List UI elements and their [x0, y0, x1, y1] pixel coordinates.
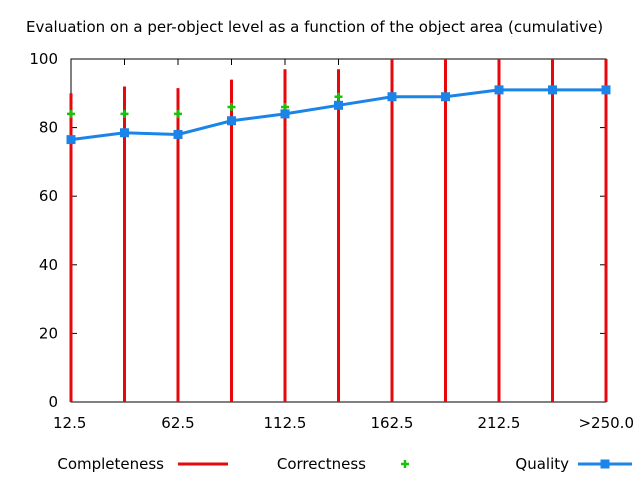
correctness-point: [174, 109, 182, 118]
correctness-point: [334, 92, 343, 101]
quality-point: [387, 92, 397, 102]
correctness-point: [120, 109, 129, 118]
legend-swatch-correctness: [401, 460, 409, 468]
y-tick-label: 0: [48, 393, 58, 411]
quality-point: [173, 129, 183, 139]
quality-point: [548, 85, 557, 95]
legend-swatch-quality-point: [600, 459, 610, 469]
y-axis-ticks: 0 20 40 60 80 100: [29, 50, 606, 411]
y-tick-label: 80: [39, 119, 58, 137]
quality-point: [601, 85, 611, 95]
quality-point: [66, 135, 76, 145]
correctness-point: [227, 103, 236, 112]
quality-point: [494, 85, 504, 95]
legend: Completeness Correctness Quality: [57, 455, 632, 473]
chart-title: Evaluation on a per-object level as a fu…: [26, 18, 603, 36]
x-axis-ticks: 12.5 62.5 112.5 162.5 212.5 >250.0: [53, 59, 634, 432]
x-tick-label: 162.5: [371, 414, 414, 432]
y-tick-label: 60: [39, 187, 58, 205]
legend-label: Correctness: [277, 455, 366, 473]
plot-marks: [66, 59, 611, 402]
x-tick-label: 112.5: [264, 414, 307, 432]
legend-label: Completeness: [57, 455, 164, 473]
legend-label: Quality: [515, 455, 569, 473]
x-tick-label: >250.0: [578, 414, 634, 432]
quality-point: [280, 109, 290, 119]
quality-point: [441, 92, 450, 102]
quality-point: [334, 100, 343, 110]
y-tick-label: 100: [29, 50, 58, 68]
quality-point: [227, 116, 236, 126]
y-tick-label: 40: [39, 256, 58, 274]
y-tick-label: 20: [39, 324, 58, 342]
quality-point: [120, 128, 129, 138]
x-tick-label: 12.5: [53, 414, 86, 432]
correctness-point: [67, 109, 75, 118]
x-tick-label: 212.5: [478, 414, 521, 432]
x-tick-label: 62.5: [161, 414, 194, 432]
